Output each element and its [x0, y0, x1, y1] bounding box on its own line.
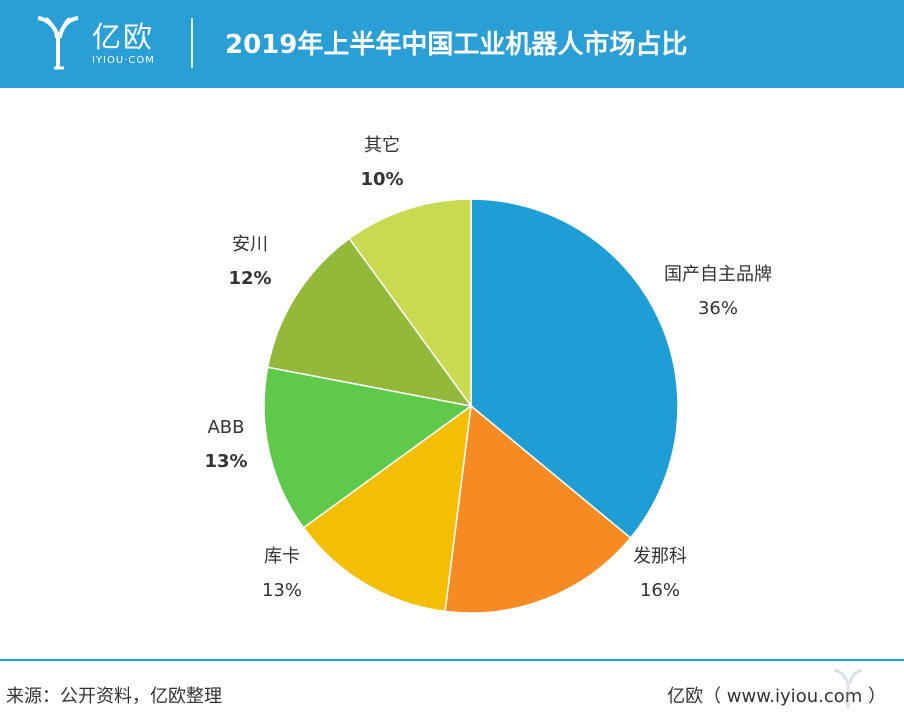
slice-label: 安川	[232, 234, 268, 255]
slice-label: 国产自主品牌	[664, 264, 772, 285]
slice-percent-label: 16%	[640, 580, 680, 601]
page-title: 2019年上半年中国工业机器人市场占比	[225, 30, 688, 60]
pie-slice	[266, 237, 473, 408]
slice-label: 发那科	[633, 546, 687, 567]
pie-chart: 国产自主品牌 36% 发那科 16% 库卡 13% ABB 13% 安川 12% 其它 10%	[204, 135, 772, 614]
slice-percent-label: 13%	[204, 451, 247, 472]
pie-slice	[302, 404, 472, 613]
slice-percent-label: 10%	[360, 169, 403, 190]
slice-percent-label: 36%	[698, 298, 738, 319]
logo-subtitle: IYIOU·COM	[92, 55, 155, 66]
pie-slice	[444, 404, 632, 614]
pie-slice	[263, 366, 473, 529]
logo-name: 亿欧	[92, 20, 155, 54]
source-note: 来源：公开资料，亿欧整理	[6, 686, 222, 707]
header-divider	[191, 18, 193, 68]
slice-percent-label: 12%	[228, 268, 271, 289]
pie-slice	[348, 198, 472, 409]
slice-label: ABB	[207, 417, 244, 438]
watermark-logo-icon	[833, 668, 863, 708]
credit-note: 亿欧（ www.iyiou.com ）	[667, 686, 886, 707]
footer-divider	[0, 659, 904, 661]
slice-label: 库卡	[264, 546, 300, 567]
slice-label: 其它	[364, 135, 400, 156]
header-banner: 亿欧 IYIOU·COM 2019年上半年中国工业机器人市场占比	[0, 0, 904, 88]
slice-percent-label: 13%	[262, 580, 302, 601]
pie-slice	[470, 198, 679, 540]
iyiou-logo-icon	[37, 16, 79, 70]
